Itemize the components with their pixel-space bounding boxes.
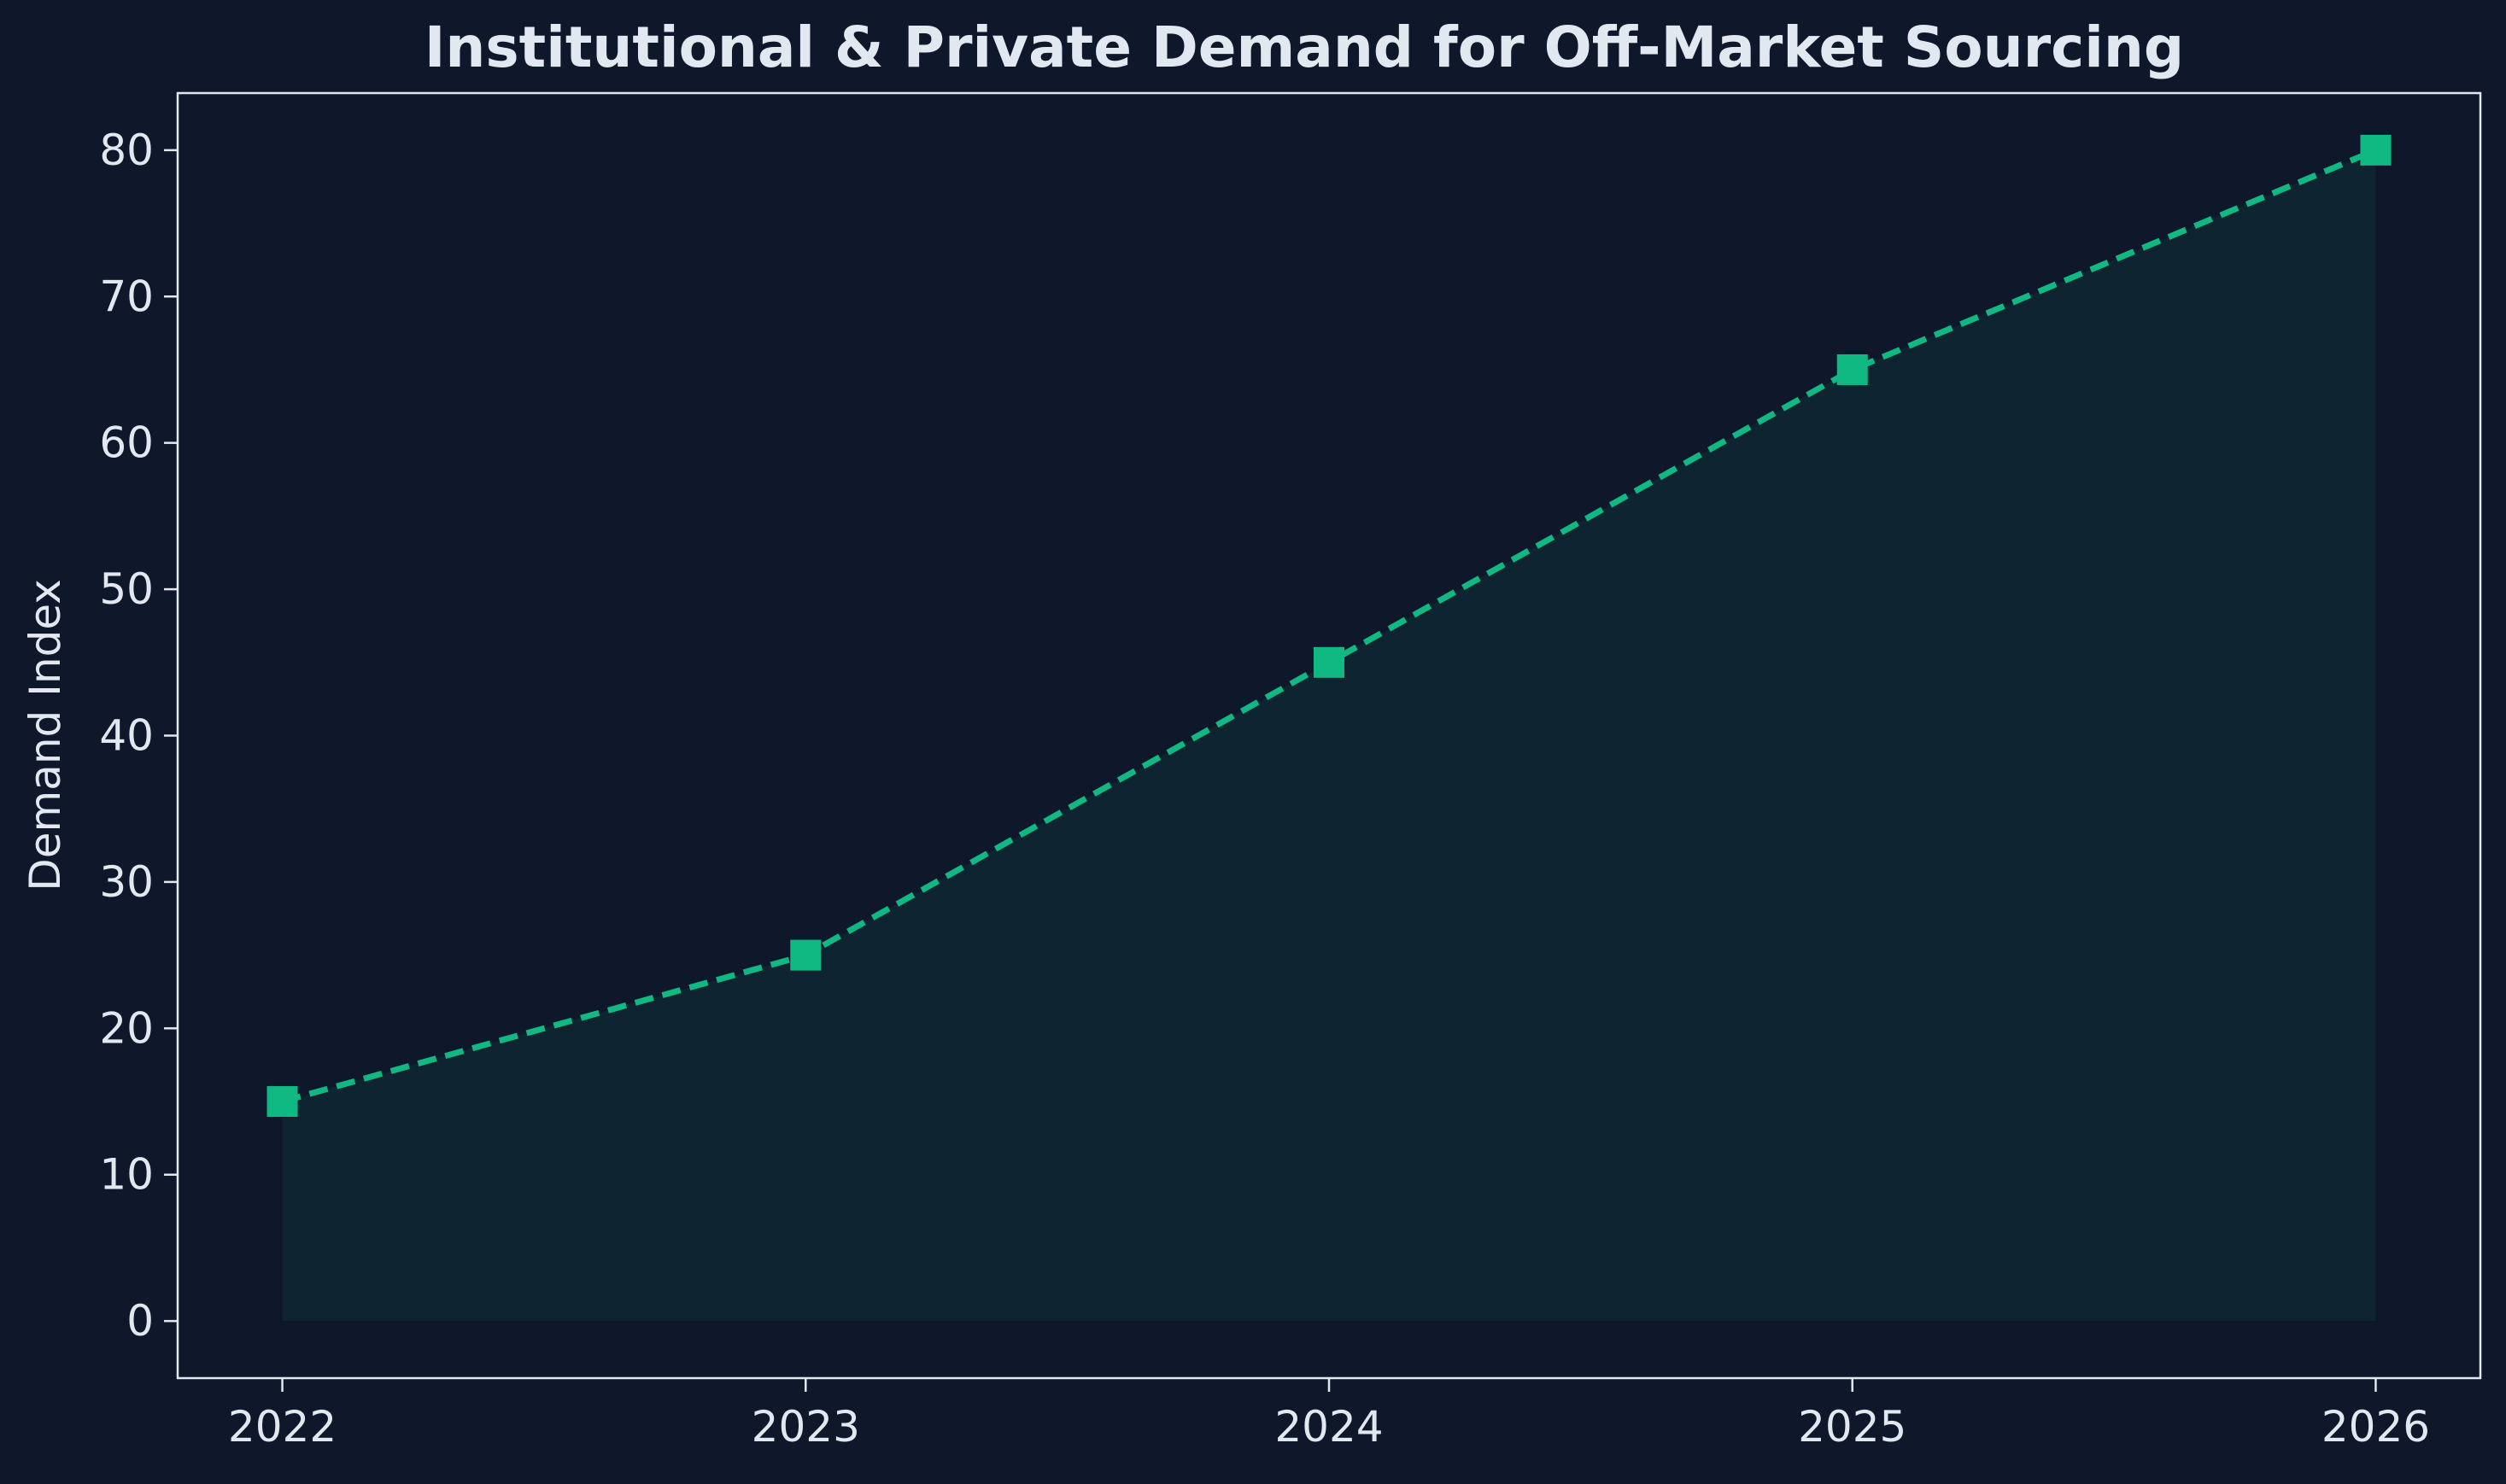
y-tick-label: 70	[99, 272, 154, 321]
y-axis-label: Demand Index	[20, 579, 70, 891]
y-tick-label: 10	[99, 1150, 154, 1200]
data-point-2022	[266, 1086, 298, 1118]
data-point-2025	[1836, 353, 1868, 385]
x-tick-label: 2024	[1274, 1402, 1383, 1452]
y-tick-label: 80	[99, 126, 154, 175]
chart-title: Institutional & Private Demand for Off-M…	[424, 15, 2184, 80]
x-tick-label: 2023	[752, 1402, 860, 1452]
y-tick-label: 50	[99, 564, 154, 614]
x-tick-label: 2022	[228, 1402, 337, 1452]
x-tick-label: 2026	[2322, 1402, 2430, 1452]
y-tick-label: 20	[99, 1003, 154, 1053]
data-point-2024	[1314, 646, 1344, 678]
y-tick-label: 30	[99, 857, 154, 907]
y-tick-label: 60	[99, 418, 154, 468]
data-point-2023	[790, 939, 822, 971]
area-fill	[282, 149, 2376, 1322]
x-tick-label: 2025	[1798, 1402, 1906, 1452]
y-tick-label: 40	[99, 711, 154, 761]
y-tick-label: 0	[126, 1296, 154, 1346]
data-point-2026	[2360, 134, 2392, 166]
